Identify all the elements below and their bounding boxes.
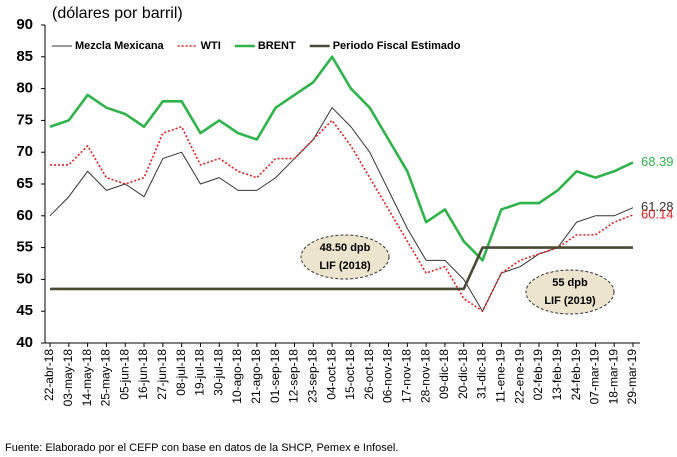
x-tick-label: 09-dic-18 [437,349,451,399]
end-value-label: 61.28 [641,199,674,214]
x-tick-label: 02-feb-19 [531,349,545,401]
x-tick-label: 04-oct-18 [324,349,338,400]
annotation-text: LIF (2018) [319,260,371,272]
x-tick-label: 29-mar-19 [625,349,639,405]
x-tick-label: 27-jun-18 [155,349,169,400]
series-line [49,55,634,262]
annotation-bubble [525,269,615,315]
y-tick-label: 80 [16,80,33,97]
x-tick-label: 11-ene-19 [494,349,508,403]
source-note: Fuente: Elaborado por el CEFP con base e… [5,442,398,454]
y-tick-label: 85 [16,48,33,65]
series-line [49,107,634,312]
x-tick-label: 08-jul-18 [174,349,188,396]
y-tick-label: 65 [16,175,33,192]
x-tick-label: 28-nov-18 [418,349,432,403]
x-tick-label: 22-abr-18 [42,349,56,401]
y-tick-label: 70 [16,143,33,160]
x-tick-label: 30-jul-18 [211,349,225,396]
x-tick-label: 23-sep-18 [305,349,319,403]
x-tick-label: 31-dic-18 [475,349,489,399]
x-tick-label: 18-mar-19 [606,349,620,405]
annotation-bubble [300,234,390,280]
x-tick-label: 06-nov-18 [381,349,395,403]
x-tick-label: 16-jun-18 [136,349,150,400]
annotation-text: LIF (2019) [544,295,596,307]
annotation-text: 48.50 dpb [320,242,371,254]
x-tick-label: 12-sep-18 [287,349,301,403]
series-line [50,246,633,291]
y-tick-label: 40 [16,334,33,351]
legend-label: BRENT [258,40,296,52]
y-tick-label: 75 [16,111,33,128]
x-tick-label: 01-sep-18 [268,349,282,403]
y-tick-label: 60 [16,207,33,224]
annotation-text: 55 dpb [552,277,588,289]
x-tick-label: 10-ago-18 [230,349,244,404]
x-tick-label: 13-feb-19 [550,349,564,401]
y-tick-label: 90 [16,16,33,33]
end-value-label: 68.39 [641,154,674,169]
x-tick-label: 19-jul-18 [193,349,207,396]
x-tick-label: 20-dic-18 [456,349,470,399]
x-tick-label: 17-nov-18 [399,349,413,403]
legend-label: Mezcla Mexicana [75,40,165,52]
y-tick-label: 55 [16,239,33,256]
x-tick-label: 22-ene-19 [512,349,526,404]
end-value-label: 60.14 [641,206,674,221]
x-tick-label: 07-mar-19 [588,349,602,405]
x-tick-label: 03-may-18 [61,349,75,407]
x-tick-label: 25-may-18 [99,349,113,407]
x-tick-label: 26-oct-18 [362,349,376,400]
y-tick-label: 45 [16,302,33,319]
x-tick-label: 14-may-18 [80,349,94,407]
chart-title: (dólares por barril) [52,5,183,22]
legend-label: Periodo Fiscal Estimado [333,40,461,52]
y-tick-label: 50 [16,270,33,287]
x-tick-label: 15-oct-18 [343,349,357,400]
legend-label: WTI [201,40,221,52]
x-tick-label: 21-ago-18 [249,349,263,404]
x-tick-label: 05-jun-18 [117,349,131,400]
x-tick-label: 24-feb-19 [569,349,583,401]
